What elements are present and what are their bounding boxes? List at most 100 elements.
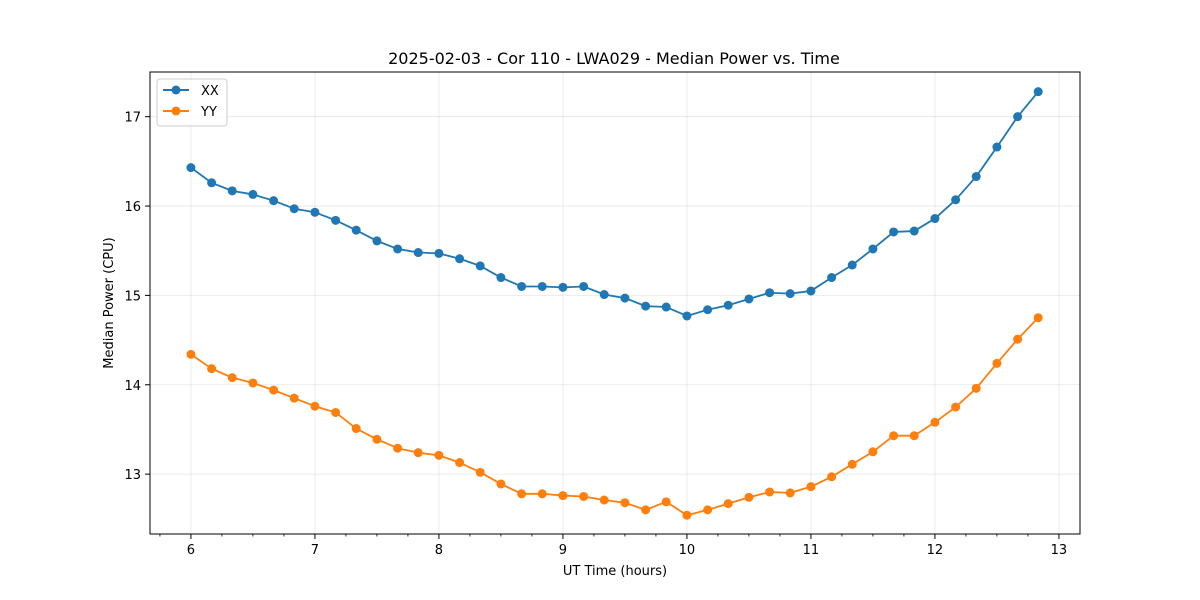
x-tick-label: 13 <box>1051 543 1068 558</box>
data-point-yy <box>682 510 692 520</box>
data-point-yy <box>537 489 547 499</box>
data-point-xx <box>620 293 630 303</box>
data-point-xx <box>971 172 981 182</box>
data-point-yy <box>992 358 1002 368</box>
x-axis: 6 7 8 9 10 11 12 13 <box>159 534 1068 558</box>
data-point-xx <box>1033 87 1043 97</box>
grid <box>150 72 1080 534</box>
data-point-yy <box>1013 334 1023 344</box>
data-point-yy <box>393 443 403 453</box>
x-tick-label: 6 <box>187 543 195 558</box>
data-point-xx <box>393 244 403 254</box>
data-point-yy <box>413 448 423 458</box>
data-point-yy <box>475 467 485 477</box>
data-point-yy <box>558 491 568 501</box>
legend: XX YY <box>156 78 228 127</box>
data-point-xx <box>641 301 651 311</box>
data-point-yy <box>827 472 837 482</box>
data-point-xx <box>248 189 258 199</box>
data-point-xx <box>765 288 775 298</box>
data-point-xx <box>930 214 940 224</box>
data-point-yy <box>868 447 878 457</box>
data-point-yy <box>889 431 899 441</box>
data-point-yy <box>599 495 609 505</box>
data-point-xx <box>310 207 320 217</box>
data-point-yy <box>248 378 258 388</box>
data-point-yy <box>455 458 465 468</box>
y-tick-label: 13 <box>124 468 141 483</box>
data-point-yy <box>723 499 733 509</box>
data-point-xx <box>827 273 837 283</box>
data-point-yy <box>785 488 795 498</box>
x-tick-label: 9 <box>559 543 567 558</box>
data-point-xx <box>1013 112 1023 122</box>
data-point-xx <box>331 215 341 225</box>
data-point-xx <box>413 248 423 258</box>
x-tick-label: 10 <box>679 543 696 558</box>
data-point-yy <box>744 492 754 502</box>
y-tick-label: 16 <box>124 200 141 215</box>
x-tick-label: 11 <box>803 543 820 558</box>
data-point-xx <box>744 294 754 304</box>
data-point-xx <box>868 244 878 254</box>
legend-marker-yy <box>171 106 181 116</box>
data-point-yy <box>951 402 961 412</box>
data-point-xx <box>909 226 919 236</box>
data-point-yy <box>186 349 196 359</box>
y-axis-title: Median Power (CPU) <box>102 237 117 368</box>
data-point-xx <box>227 186 237 196</box>
data-point-yy <box>207 364 217 374</box>
data-point-xx <box>558 282 568 292</box>
data-point-yy <box>227 373 237 383</box>
x-tick-label: 12 <box>927 543 944 558</box>
data-point-yy <box>269 385 279 395</box>
data-point-yy <box>289 393 299 403</box>
data-point-yy <box>1033 313 1043 323</box>
legend-label-yy: YY <box>200 105 217 120</box>
data-point-yy <box>331 407 341 417</box>
series-xx <box>186 87 1043 321</box>
y-tick-label: 14 <box>124 379 141 394</box>
data-point-xx <box>992 142 1002 152</box>
data-point-xx <box>579 281 589 291</box>
data-point-yy <box>579 491 589 501</box>
data-point-xx <box>661 302 671 312</box>
y-tick-label: 15 <box>124 289 141 304</box>
data-point-yy <box>847 459 857 469</box>
data-point-xx <box>785 289 795 299</box>
data-point-yy <box>765 487 775 497</box>
y-axis: 13 14 15 16 17 <box>124 111 150 483</box>
x-axis-title: UT Time (hours) <box>563 564 667 579</box>
data-point-xx <box>599 290 609 300</box>
data-point-xx <box>289 204 299 214</box>
data-point-yy <box>517 489 527 499</box>
data-point-yy <box>372 434 382 444</box>
data-point-xx <box>372 236 382 246</box>
y-tick-label: 17 <box>124 111 141 126</box>
data-point-xx <box>186 163 196 173</box>
data-point-xx <box>806 286 816 296</box>
x-tick-label: 7 <box>311 543 319 558</box>
data-point-xx <box>434 248 444 258</box>
data-point-xx <box>723 300 733 310</box>
series-yy <box>186 313 1043 520</box>
data-point-yy <box>620 498 630 508</box>
legend-marker-xx <box>171 85 181 95</box>
data-point-yy <box>909 431 919 441</box>
data-point-xx <box>537 281 547 291</box>
plot-frame <box>149 71 1081 535</box>
data-point-yy <box>930 417 940 427</box>
data-point-xx <box>847 260 857 270</box>
legend-label-xx: XX <box>201 84 219 99</box>
series-layer <box>186 87 1043 520</box>
chart-title: 2025-02-03 - Cor 110 - LWA029 - Median P… <box>388 49 840 68</box>
data-point-xx <box>455 254 465 264</box>
data-point-xx <box>269 196 279 206</box>
data-point-xx <box>517 281 527 291</box>
data-point-yy <box>971 383 981 393</box>
data-point-xx <box>351 225 361 235</box>
data-point-xx <box>475 261 485 271</box>
data-point-xx <box>682 311 692 321</box>
data-point-xx <box>207 178 217 188</box>
